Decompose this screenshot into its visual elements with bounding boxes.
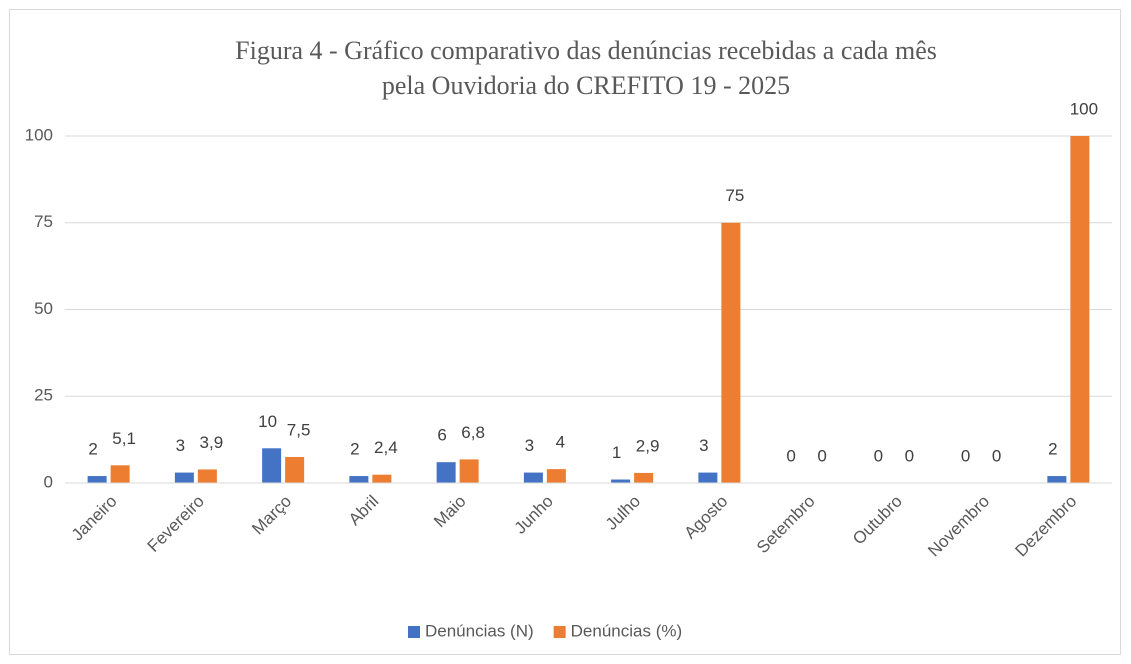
bar (372, 474, 392, 483)
bar (110, 465, 130, 483)
bar (459, 459, 479, 483)
data-label: 100 (1070, 99, 1098, 118)
data-label: 2 (350, 440, 359, 459)
legend-swatch (408, 626, 420, 638)
data-label: 7,5 (287, 420, 311, 439)
data-label: 0 (874, 446, 883, 465)
bar (698, 472, 718, 483)
data-label: 1 (612, 443, 621, 462)
bar (546, 469, 566, 483)
data-label: 2 (88, 440, 97, 459)
data-label: 3 (699, 436, 708, 455)
chart-title: Figura 4 - Gráfico comparativo das denún… (235, 36, 937, 65)
legend-swatch (553, 626, 566, 638)
bar (197, 469, 217, 483)
bar (721, 222, 741, 483)
data-label: 6 (437, 426, 446, 445)
y-tick-label: 75 (34, 212, 53, 231)
chart-title: pela Ouvidoria do CREFITO 19 - 2025 (382, 71, 790, 100)
data-label: 5,1 (112, 429, 136, 448)
data-label: 3,9 (200, 433, 224, 452)
chart-border (9, 9, 1121, 655)
data-label: 0 (992, 446, 1001, 465)
bar (1047, 476, 1067, 483)
y-tick-label: 100 (25, 125, 53, 144)
bar (262, 448, 282, 483)
y-tick-label: 0 (44, 472, 53, 491)
data-label: 10 (258, 412, 277, 431)
data-label: 0 (786, 446, 795, 465)
data-label: 0 (905, 446, 914, 465)
data-label: 2,9 (636, 436, 660, 455)
bar (611, 479, 631, 483)
data-label: 0 (817, 446, 826, 465)
data-label: 2,4 (374, 438, 398, 457)
data-label: 2 (1048, 440, 1057, 459)
bar (87, 476, 107, 483)
legend-label: Denúncias (%) (571, 621, 683, 640)
bar (436, 462, 456, 483)
bar (349, 476, 369, 483)
data-label: 0 (961, 446, 970, 465)
y-tick-label: 25 (34, 386, 53, 405)
bar (285, 456, 305, 483)
y-tick-label: 50 (34, 299, 53, 318)
data-label: 3 (525, 436, 534, 455)
bar (1070, 136, 1090, 483)
data-label: 6,8 (461, 423, 485, 442)
legend-label: Denúncias (N) (425, 621, 534, 640)
data-label: 75 (725, 186, 744, 205)
bar (523, 472, 543, 483)
bar (174, 472, 194, 483)
data-label: 3 (176, 436, 185, 455)
bar (634, 472, 654, 483)
data-label: 4 (556, 433, 565, 452)
